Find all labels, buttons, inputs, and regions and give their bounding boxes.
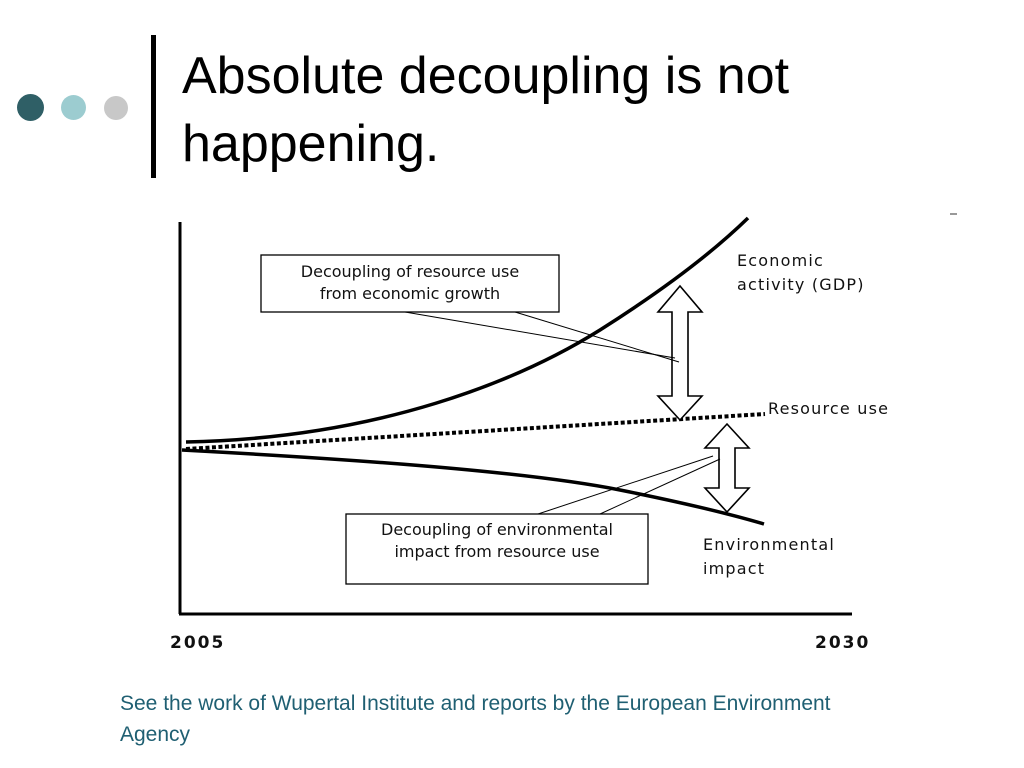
upper-double-arrow-icon (656, 284, 704, 422)
impact-label-line2: impact (703, 559, 765, 578)
top-callout-line1: Decoupling of resource use (301, 262, 519, 281)
gdp-label-line2: activity (GDP) (737, 275, 865, 294)
title-divider (151, 35, 156, 178)
bottom-callout-line2: impact from resource use (394, 542, 599, 561)
x-axis-end-label: 2030 (815, 633, 870, 653)
top-callout-line2: from economic growth (320, 284, 500, 303)
gdp-label-line1: Economic (737, 251, 824, 270)
source-caption: See the work of Wupertal Institute and r… (120, 692, 831, 746)
impact-label-line1: Environmental (703, 535, 835, 554)
slide-title: Absolute decoupling is not happening. (182, 47, 790, 173)
resource-use-label: Resource use (768, 399, 889, 418)
environmental-impact-curve (181, 448, 765, 526)
light-teal-dot-icon (61, 95, 86, 120)
lower-double-arrow-icon (703, 422, 751, 514)
x-axis-start-label: 2005 (170, 633, 225, 653)
resource-use-curve (185, 412, 766, 451)
top-callout-leader-1 (404, 311, 676, 359)
bottom-callout-line1: Decoupling of environmental (381, 520, 613, 539)
gray-dot-icon (104, 96, 128, 120)
bottom-callout-box (345, 513, 649, 585)
gdp-curve (185, 216, 750, 444)
dark-teal-dot-icon (17, 94, 44, 121)
bottom-callout-leader-2 (599, 458, 721, 515)
decorative-dots (0, 0, 140, 200)
top-callout-leader-2 (514, 311, 680, 363)
bottom-callout-leader-1 (537, 455, 714, 515)
top-callout-box (260, 254, 560, 313)
